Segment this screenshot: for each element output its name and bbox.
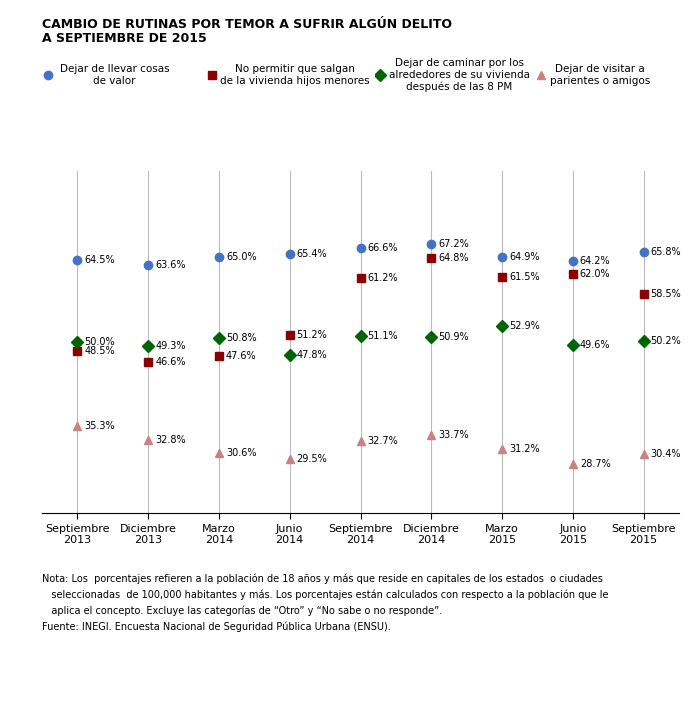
Text: seleccionadas  de 100,000 habitantes y más. Los porcentajes están calculados con: seleccionadas de 100,000 habitantes y má… [42,590,608,600]
Text: 64.2%: 64.2% [580,256,610,266]
Text: A SEPTIEMBRE DE 2015: A SEPTIEMBRE DE 2015 [42,32,206,45]
Text: 61.2%: 61.2% [368,273,398,283]
Text: Fuente: INEGI. Encuesta Nacional de Seguridad Pública Urbana (ENSU).: Fuente: INEGI. Encuesta Nacional de Segu… [42,621,391,632]
Text: 50.0%: 50.0% [84,337,115,347]
Text: 63.6%: 63.6% [155,260,186,270]
Text: 31.2%: 31.2% [509,444,540,454]
Text: 29.5%: 29.5% [297,454,328,464]
Text: Dejar de visitar a
parientes o amigos: Dejar de visitar a parientes o amigos [550,64,650,86]
Text: 58.5%: 58.5% [650,289,681,299]
Text: 50.8%: 50.8% [226,333,256,343]
Text: 47.8%: 47.8% [297,350,328,360]
Text: 64.8%: 64.8% [438,253,469,263]
Text: 65.4%: 65.4% [297,250,328,260]
Text: 46.6%: 46.6% [155,356,186,366]
Text: 65.0%: 65.0% [226,252,256,262]
Text: 52.9%: 52.9% [509,321,540,331]
Text: 49.3%: 49.3% [155,342,186,352]
Text: 65.8%: 65.8% [650,247,681,257]
Text: 61.5%: 61.5% [509,272,540,282]
Text: 66.6%: 66.6% [368,242,398,252]
Text: 28.7%: 28.7% [580,458,610,468]
Text: 48.5%: 48.5% [84,346,115,356]
Text: 51.1%: 51.1% [368,331,398,341]
Text: 30.6%: 30.6% [226,448,256,458]
Text: aplica el concepto. Excluye las categorías de “Otro” y “No sabe o no responde”.: aplica el concepto. Excluye las categorí… [42,605,442,616]
Text: 32.8%: 32.8% [155,436,186,446]
Text: Nota: Los  porcentajes refieren a la población de 18 años y más que reside en ca: Nota: Los porcentajes refieren a la pobl… [42,574,603,585]
Text: 35.3%: 35.3% [84,421,115,431]
Text: 33.7%: 33.7% [438,430,469,440]
Text: 67.2%: 67.2% [438,239,469,249]
Text: Dejar de caminar por los
alrededores de su vivienda
después de las 8 PM: Dejar de caminar por los alrededores de … [389,58,529,92]
Text: 30.4%: 30.4% [650,449,681,459]
Text: 64.5%: 64.5% [84,255,115,265]
Text: CAMBIO DE RUTINAS POR TEMOR A SUFRIR ALGÚN DELITO: CAMBIO DE RUTINAS POR TEMOR A SUFRIR ALG… [42,18,452,31]
Text: 64.9%: 64.9% [509,252,540,262]
Text: 51.2%: 51.2% [297,330,328,340]
Text: 49.6%: 49.6% [580,339,610,349]
Text: 50.9%: 50.9% [438,332,469,342]
Text: 50.2%: 50.2% [650,336,681,346]
Text: 47.6%: 47.6% [226,351,256,361]
Text: Dejar de llevar cosas
de valor: Dejar de llevar cosas de valor [60,64,169,86]
Text: 62.0%: 62.0% [580,269,610,279]
Text: 32.7%: 32.7% [368,436,398,446]
Text: No permitir que salgan
de la vivienda hijos menores: No permitir que salgan de la vivienda hi… [220,64,370,86]
